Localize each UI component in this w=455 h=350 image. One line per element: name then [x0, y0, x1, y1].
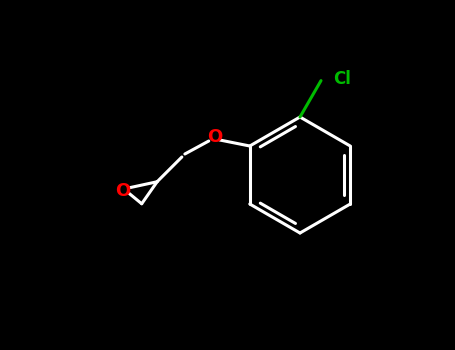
Text: O: O	[115, 182, 130, 199]
Text: O: O	[207, 128, 222, 146]
Text: Cl: Cl	[333, 70, 351, 88]
